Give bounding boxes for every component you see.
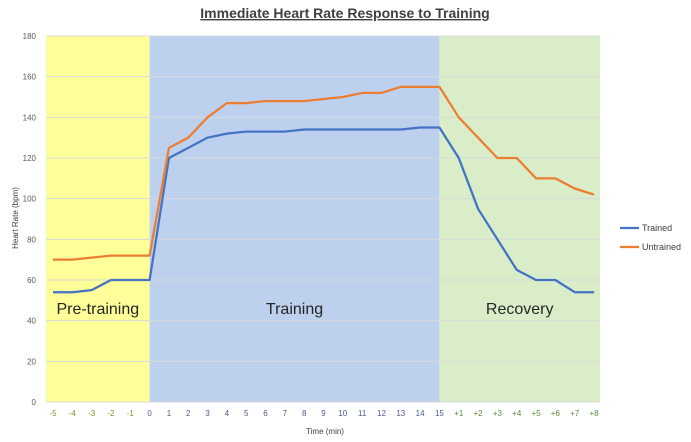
x-tick-label: 12 (377, 409, 386, 418)
region-label: Recovery (486, 301, 554, 318)
x-tick-label: 10 (338, 409, 347, 418)
x-tick-label: -3 (88, 409, 96, 418)
legend-label: Untrained (642, 242, 681, 252)
x-tick-label: +1 (454, 409, 464, 418)
series-lines (53, 85, 595, 294)
y-tick-label: 60 (27, 276, 36, 285)
x-tick-label: 0 (147, 409, 152, 418)
chart-title: Immediate Heart Rate Response to Trainin… (200, 5, 489, 21)
x-tick-label: -2 (107, 409, 115, 418)
y-tick-label: 40 (27, 317, 36, 326)
x-tick-label: +6 (551, 409, 561, 418)
y-tick-label: 120 (23, 154, 37, 163)
y-tick-label: 20 (27, 357, 36, 366)
x-tick-label: +3 (493, 409, 503, 418)
x-axis-ticks: -5 -4 -3 -2 -1 0 1 2 3 4 5 6 7 8 9 10 11 12 13 14 15 +1 +2 +3 +4… (49, 409, 599, 418)
x-axis-label: Time (min) (306, 427, 344, 436)
region-backgrounds (46, 36, 600, 402)
x-tick-label: -1 (127, 409, 135, 418)
x-tick-label: 13 (396, 409, 405, 418)
region-label: Training (266, 301, 323, 318)
y-tick-label: 160 (23, 73, 37, 82)
x-tick-label: 1 (167, 409, 172, 418)
x-tick-label: -4 (69, 409, 77, 418)
region-labels: Pre-training Training Recovery (56, 301, 553, 318)
region-pre-training (46, 36, 150, 402)
region-recovery (439, 36, 600, 402)
x-tick-label: +8 (589, 409, 599, 418)
y-tick-label: 100 (23, 195, 37, 204)
legend: Trained Untrained (620, 223, 681, 252)
y-tick-label: 80 (27, 235, 36, 244)
x-tick-label: 15 (435, 409, 444, 418)
x-tick-label: +2 (474, 409, 484, 418)
x-tick-label: +7 (570, 409, 580, 418)
region-label: Pre-training (56, 301, 139, 318)
x-tick-label: 5 (244, 409, 249, 418)
x-tick-label: -5 (49, 409, 57, 418)
series-line-trained (53, 126, 594, 294)
x-tick-label: +5 (531, 409, 541, 418)
series-line-untrained (53, 85, 595, 261)
x-tick-label: 2 (186, 409, 191, 418)
x-tick-label: 14 (416, 409, 425, 418)
x-tick-label: 7 (283, 409, 288, 418)
y-tick-label: 180 (23, 32, 37, 41)
x-tick-label: +4 (512, 409, 522, 418)
legend-label: Trained (642, 223, 672, 233)
y-tick-label: 140 (23, 113, 37, 122)
y-axis-label: Heart Rate (bpm) (11, 187, 20, 249)
x-tick-label: 8 (302, 409, 307, 418)
y-axis-ticks: 0 20 40 60 80 100 120 140 160 180 (23, 32, 37, 407)
x-tick-label: 4 (225, 409, 230, 418)
x-tick-label: 9 (321, 409, 326, 418)
y-tick-label: 0 (32, 398, 37, 407)
x-tick-label: 11 (358, 409, 367, 418)
x-tick-label: 6 (263, 409, 268, 418)
region-training (149, 36, 440, 402)
x-tick-label: 3 (205, 409, 210, 418)
